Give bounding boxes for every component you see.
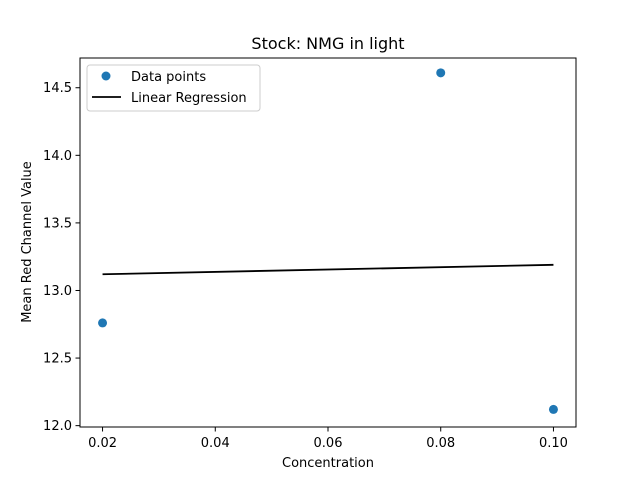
y-axis-label: Mean Red Channel Value [20,161,35,323]
regression-line [102,263,554,276]
x-axis-ticks: 0.02 0.04 0.06 0.08 0.10 [88,427,568,451]
x-tick-label: 0.02 [88,436,117,451]
y-tick-label: 13.5 [43,216,72,231]
legend-marker-data-points [101,71,111,81]
y-tick-label: 13.0 [43,284,72,299]
y-tick-label: 14.0 [43,149,72,164]
legend-box [86,64,261,112]
legend-label-data-points: Data points [131,70,206,85]
series-layer [98,68,558,414]
data-point [436,68,446,78]
legend: Data points Linear Regression [86,64,261,112]
data-point [98,318,108,328]
data-point [548,404,558,414]
chart-title: Stock: NMG in light [251,34,404,53]
plot-area [79,57,577,428]
x-tick-label: 0.04 [201,436,230,451]
x-axis-label: Concentration [282,456,374,471]
y-tick-label: 12.0 [43,419,72,434]
y-axis-ticks: 12.0 12.5 13.0 13.5 14.0 14.5 [43,81,80,434]
x-tick-label: 0.06 [314,436,343,451]
y-tick-label: 14.5 [43,81,72,96]
y-tick-label: 12.5 [43,352,72,367]
legend-label-linear-regression: Linear Regression [131,91,247,106]
x-tick-label: 0.10 [539,436,568,451]
x-tick-label: 0.08 [426,436,455,451]
